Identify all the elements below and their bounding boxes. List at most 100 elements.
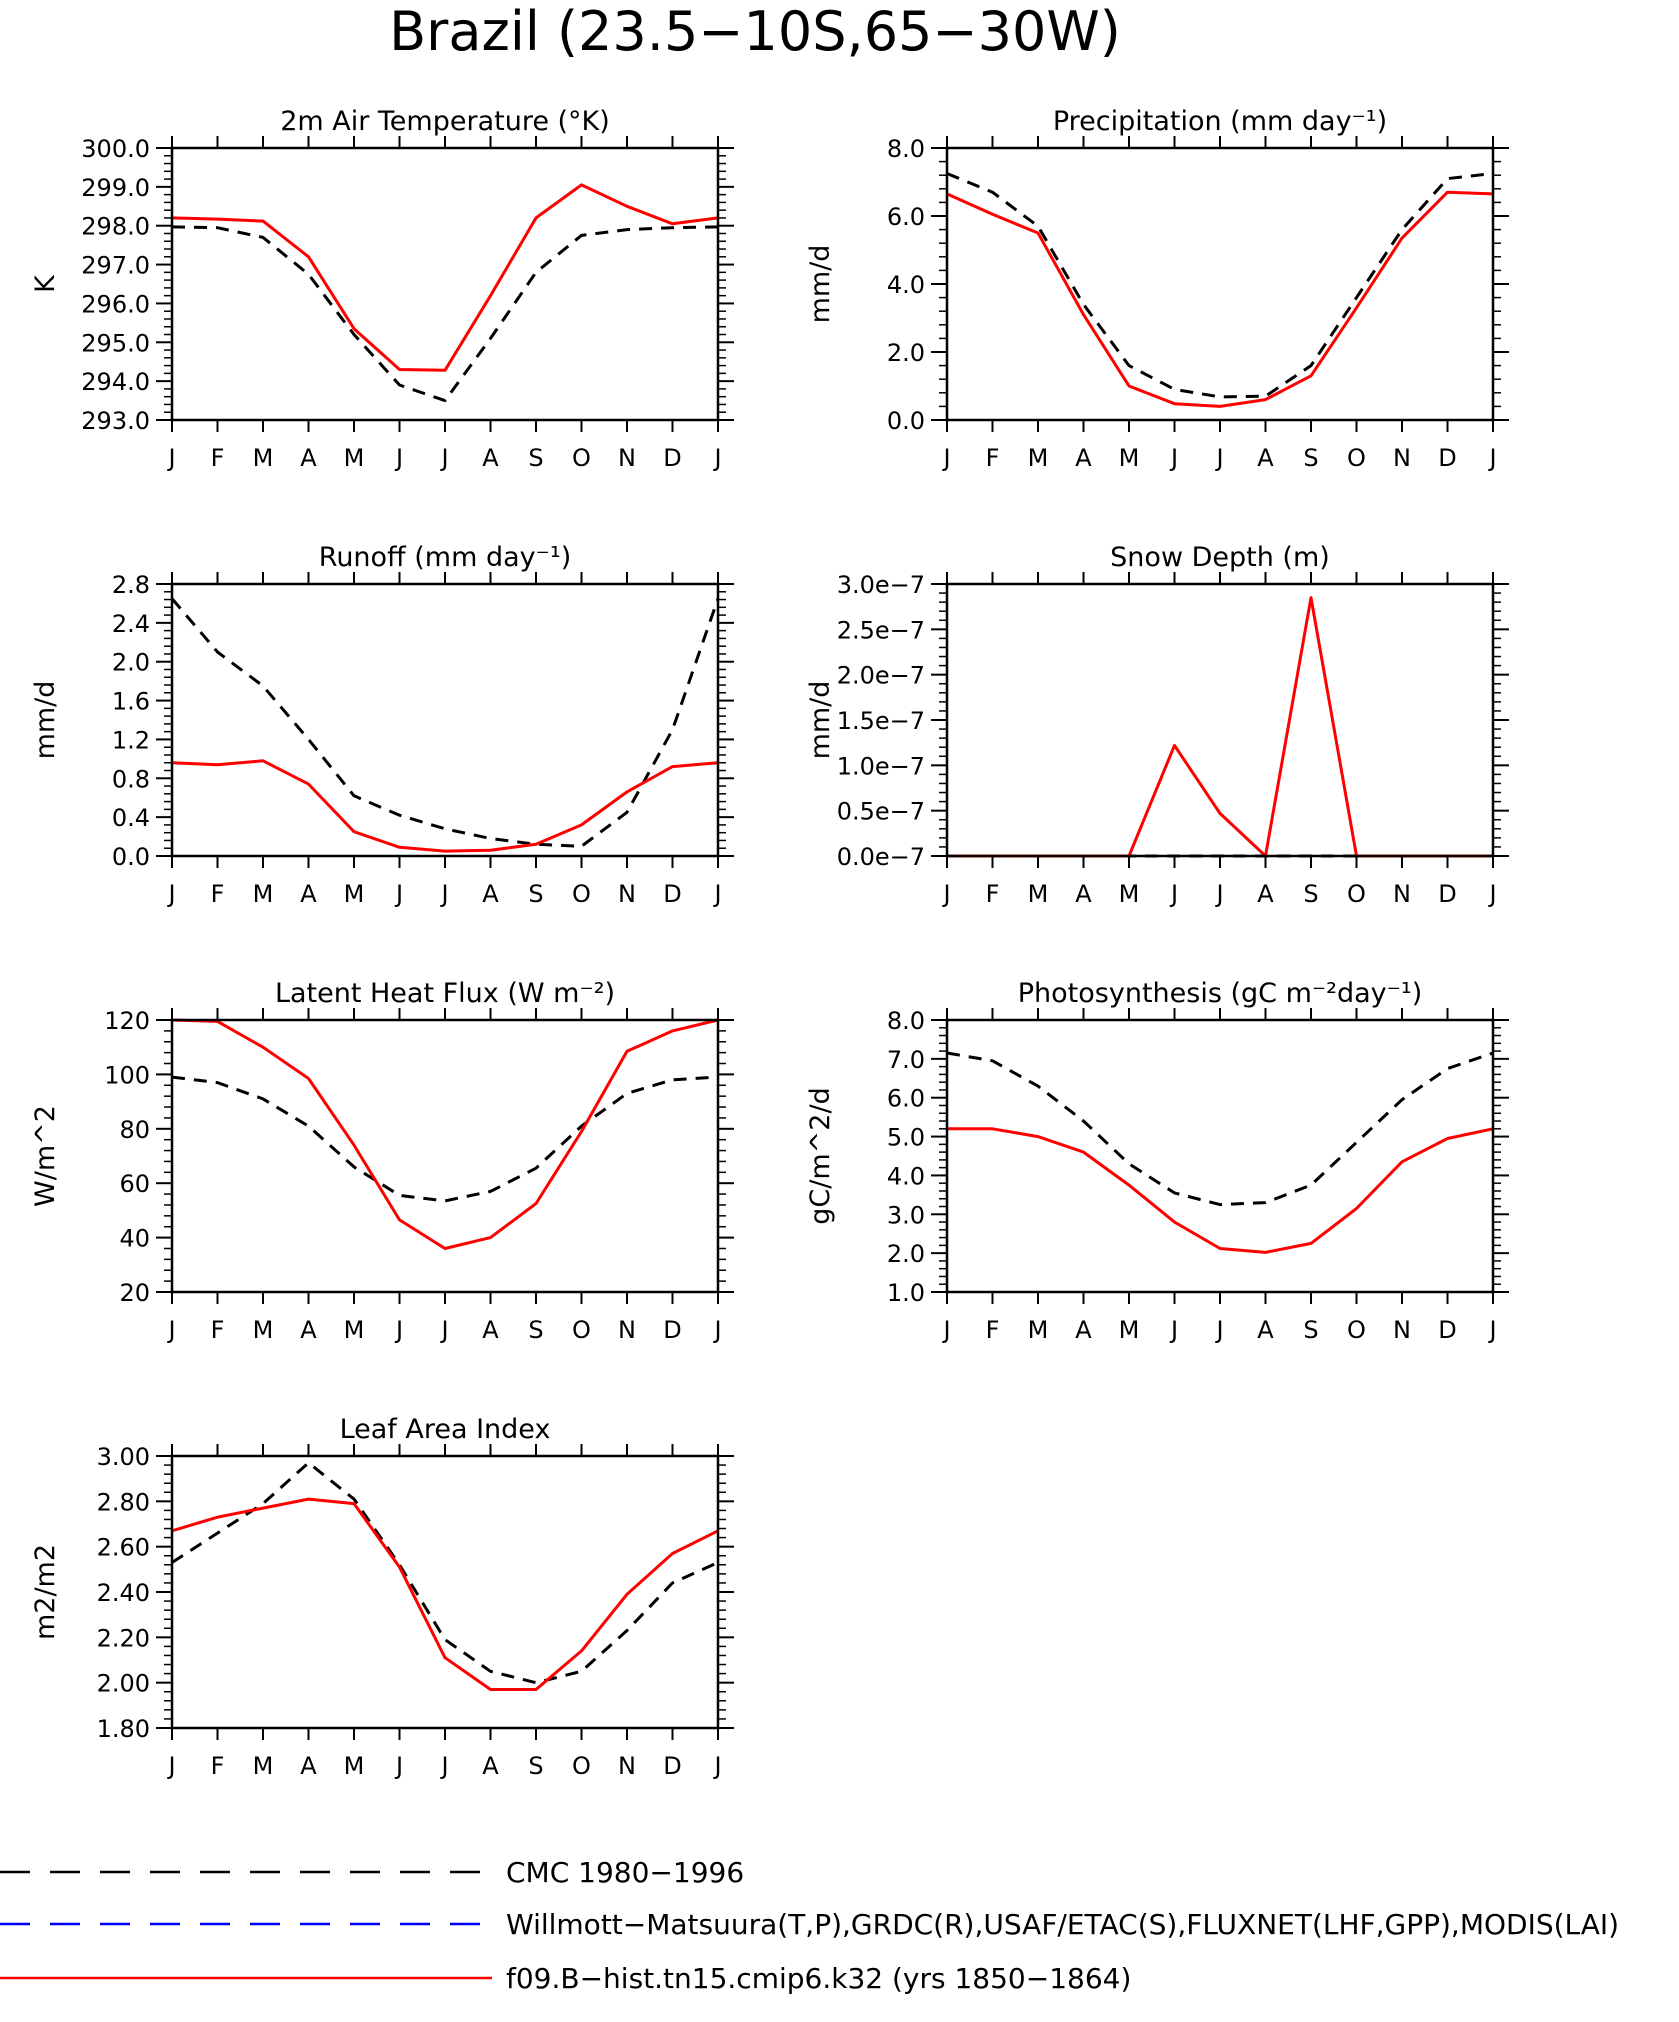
x-tick-label: D	[663, 880, 681, 908]
x-tick-label: N	[618, 444, 636, 472]
plot-frame	[945, 146, 1495, 422]
x-tick-label: J	[1169, 1316, 1178, 1344]
x-tick-label: A	[300, 444, 317, 472]
x-tick-label: N	[618, 1752, 636, 1780]
plot-frame	[170, 146, 720, 422]
y-tick-label: 297.0	[81, 252, 150, 280]
y-tick-label: 295.0	[81, 329, 150, 357]
x-tick-label: N	[1393, 444, 1411, 472]
y-tick-label: 2.4	[112, 610, 150, 638]
x-tick-label: J	[439, 1752, 448, 1780]
y-tick-label: 4.0	[887, 271, 925, 299]
y-tick-label: 2.5e−7	[837, 616, 925, 644]
y-tick-label: 6.0	[887, 203, 925, 231]
y-tick-label: 7.0	[887, 1046, 925, 1074]
x-tick-label: F	[986, 444, 1000, 472]
y-tick-label: 2.0	[887, 339, 925, 367]
plot-frame	[170, 1018, 720, 1294]
x-tick-label: A	[482, 1752, 499, 1780]
x-tick-label: J	[1214, 444, 1223, 472]
panel-title: Runoff (mm day⁻¹)	[319, 542, 571, 573]
series-line-model	[946, 190, 1494, 408]
x-tick-label: S	[528, 1752, 543, 1780]
x-tick-label: J	[712, 1752, 721, 1780]
x-tick-label: M	[344, 1316, 365, 1344]
y-tick-label: 1.0	[887, 1279, 925, 1307]
y-axis-label: mm/d	[805, 245, 836, 324]
series-line-model	[171, 1018, 719, 1250]
series-line-cmc	[946, 172, 1494, 399]
x-tick-label: A	[1257, 444, 1274, 472]
x-tick-label: D	[663, 1316, 681, 1344]
x-tick-label: M	[1119, 444, 1140, 472]
x-tick-label: F	[211, 1752, 225, 1780]
series-line-cmc	[946, 1051, 1494, 1207]
chart-panel-5: Photosynthesis (gC m⁻²day⁻¹)gC/m^2/dJ F M A…	[805, 978, 1509, 1344]
y-tick-label: 0.0	[887, 407, 925, 435]
x-tick-label: N	[1393, 880, 1411, 908]
legend-label: f09.B−hist.tn15.cmip6.k32 (yrs 1850−1864…	[506, 1962, 1131, 1995]
x-tick-label: A	[1075, 880, 1092, 908]
x-tick-label: O	[1347, 444, 1366, 472]
y-tick-label: 2.8	[112, 571, 150, 599]
x-tick-label: J	[394, 444, 403, 472]
x-tick-label: A	[482, 444, 499, 472]
x-tick-label: O	[1347, 880, 1366, 908]
y-tick-label: 296.0	[81, 290, 150, 318]
y-tick-label: 300.0	[81, 135, 150, 163]
x-tick-label: J	[712, 880, 721, 908]
x-tick-label: D	[1438, 880, 1456, 908]
series-line-model	[171, 183, 719, 372]
x-tick-label: D	[663, 444, 681, 472]
panel-title: 2m Air Temperature (°K)	[280, 106, 610, 137]
x-tick-label: M	[1028, 1316, 1049, 1344]
y-tick-label: 80	[119, 1116, 150, 1144]
x-tick-label: J	[941, 444, 950, 472]
y-tick-label: 4.0	[887, 1162, 925, 1190]
x-tick-label: A	[300, 1316, 317, 1344]
x-tick-label: A	[482, 880, 499, 908]
x-tick-label: A	[300, 1752, 317, 1780]
legend-label: CMC 1980−1996	[506, 1856, 744, 1889]
x-tick-label: O	[572, 1316, 591, 1344]
panel-title: Latent Heat Flux (W m⁻²)	[275, 978, 615, 1009]
x-tick-label: A	[482, 1316, 499, 1344]
x-tick-label: J	[394, 1316, 403, 1344]
y-tick-label: 8.0	[887, 1007, 925, 1035]
x-tick-label: J	[941, 880, 950, 908]
y-tick-label: 20	[119, 1279, 150, 1307]
x-tick-label: F	[211, 880, 225, 908]
x-tick-label: J	[166, 444, 175, 472]
y-tick-label: 1.2	[112, 726, 150, 754]
y-tick-label: 60	[119, 1170, 150, 1198]
x-tick-label: M	[1028, 444, 1049, 472]
x-tick-label: N	[618, 880, 636, 908]
x-tick-label: O	[1347, 1316, 1366, 1344]
y-tick-label: 0.5e−7	[837, 798, 925, 826]
y-tick-label: 1.5e−7	[837, 707, 925, 735]
x-tick-label: J	[1487, 1316, 1496, 1344]
x-tick-label: M	[1119, 880, 1140, 908]
chart-panel-0: 2m Air Temperature (°K)KJ F M A M J J A S O N D J293…	[30, 106, 734, 472]
panel-title: Precipitation (mm day⁻¹)	[1053, 106, 1387, 137]
y-tick-label: 299.0	[81, 174, 150, 202]
chart-panel-4: Latent Heat Flux (W m⁻²)W/m^2J F M A M J J A S O N…	[30, 978, 734, 1344]
x-tick-label: A	[1257, 880, 1274, 908]
x-tick-label: J	[1214, 1316, 1223, 1344]
x-tick-label: A	[1075, 1316, 1092, 1344]
x-tick-label: N	[1393, 1316, 1411, 1344]
panel-title: Snow Depth (m)	[1110, 542, 1330, 573]
plot-frame	[170, 582, 720, 858]
y-tick-label: 2.0e−7	[837, 662, 925, 690]
y-tick-label: 0.8	[112, 765, 150, 793]
x-tick-label: F	[211, 444, 225, 472]
y-tick-label: 2.0	[112, 649, 150, 677]
x-tick-label: M	[253, 1752, 274, 1780]
x-tick-label: F	[986, 1316, 1000, 1344]
x-tick-label: S	[528, 1316, 543, 1344]
x-tick-label: M	[253, 1316, 274, 1344]
x-tick-label: D	[1438, 444, 1456, 472]
y-tick-label: 2.00	[97, 1670, 150, 1698]
y-tick-label: 0.0	[112, 843, 150, 871]
x-tick-label: J	[1487, 444, 1496, 472]
